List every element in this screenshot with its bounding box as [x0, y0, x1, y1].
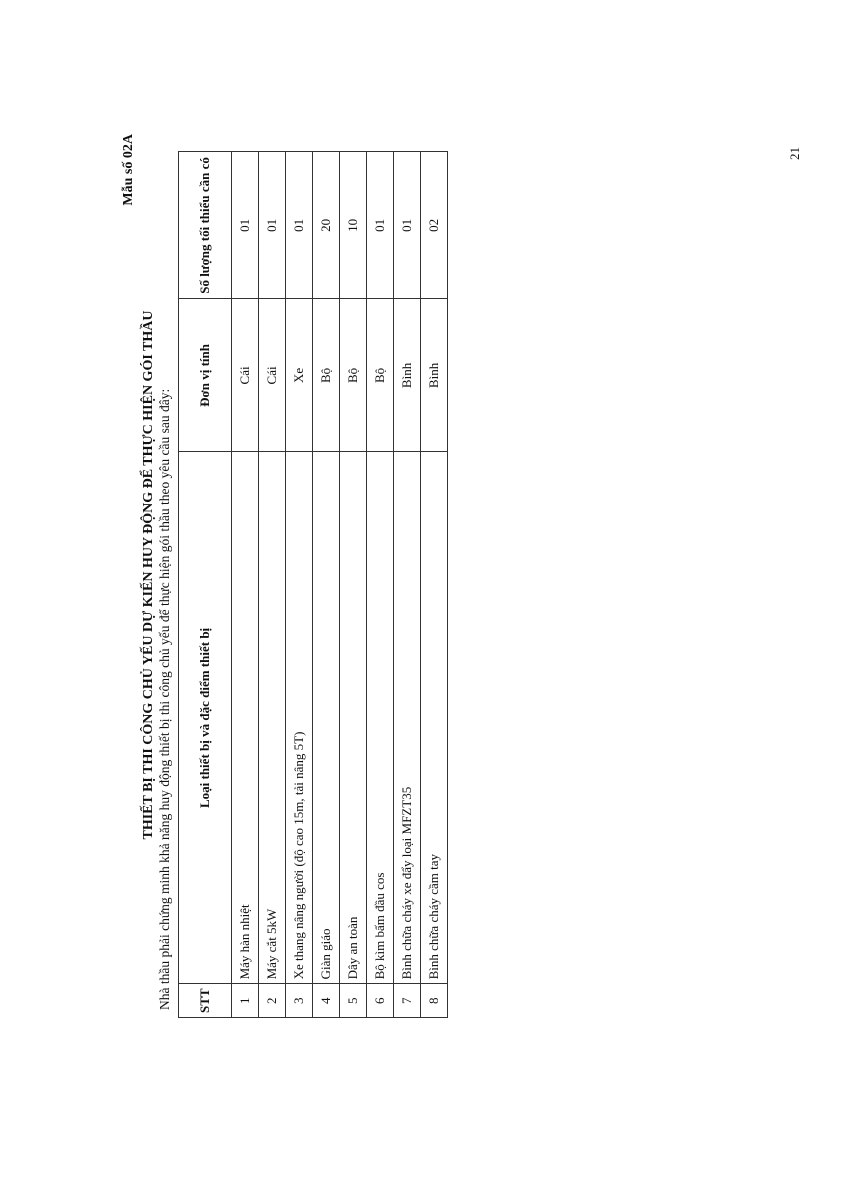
- document-subtitle: Nhà thầu phải chứng minh khả năng huy độ…: [157, 388, 172, 1010]
- cell-quantity: 02: [420, 151, 448, 299]
- table-row: 2 Máy cắt 5kW Cái 01: [258, 151, 286, 1018]
- cell-stt: 5: [339, 983, 367, 1018]
- header-unit: Đơn vị tính: [178, 298, 232, 452]
- cell-quantity: 10: [339, 151, 367, 299]
- form-number: Mẫu số 02A: [121, 134, 136, 206]
- header-equipment: Loại thiết bị và đặc điểm thiết bị: [178, 451, 232, 984]
- cell-unit: Bình: [420, 298, 448, 452]
- cell-unit: Cái: [258, 298, 286, 452]
- cell-stt: 8: [420, 983, 448, 1018]
- page-number: 21: [787, 147, 802, 160]
- cell-unit: Bộ: [312, 298, 340, 452]
- table-header-row: STT Loại thiết bị và đặc điểm thiết bị Đ…: [178, 151, 232, 1018]
- cell-quantity: 20: [312, 151, 340, 299]
- cell-unit: Bộ: [366, 298, 394, 452]
- cell-quantity: 01: [366, 151, 394, 299]
- table-row: 8 Bình chữa cháy cầm tay Bình 02: [420, 151, 448, 1018]
- cell-stt: 1: [231, 983, 259, 1018]
- cell-stt: 6: [366, 983, 394, 1018]
- cell-equipment: Bộ kìm bấm đầu cos: [366, 451, 394, 984]
- cell-stt: 2: [258, 983, 286, 1018]
- cell-quantity: 01: [393, 151, 421, 299]
- cell-stt: 7: [393, 983, 421, 1018]
- table-row: 1 Máy hàn nhiệt Cái 01: [231, 151, 259, 1018]
- cell-unit: Bình: [393, 298, 421, 452]
- cell-equipment: Giàn giáo: [312, 451, 340, 984]
- cell-equipment: Bình chữa cháy cầm tay: [420, 451, 448, 984]
- cell-equipment: Xe thang nâng người (độ cao 15m, tải nân…: [285, 451, 313, 984]
- cell-equipment: Máy cắt 5kW: [258, 451, 286, 984]
- rotated-page-content: Mẫu số 02A THIẾT BỊ THI CÔNG CHỦ YẾU DỰ …: [115, 130, 815, 1020]
- cell-quantity: 01: [231, 151, 259, 299]
- cell-equipment: Bình chữa cháy xe đẩy loại MFZT35: [393, 451, 421, 984]
- cell-unit: Cái: [231, 298, 259, 452]
- cell-unit: Bộ: [339, 298, 367, 452]
- equipment-table: STT Loại thiết bị và đặc điểm thiết bị Đ…: [178, 151, 448, 1018]
- table-row: 4 Giàn giáo Bộ 20: [312, 151, 340, 1018]
- table-row: 3 Xe thang nâng người (độ cao 15m, tải nâ…: [285, 151, 313, 1018]
- cell-stt: 4: [312, 983, 340, 1018]
- header-min-quantity: Số lượng tối thiểu cần có: [178, 151, 232, 299]
- table-row: 7 Bình chữa cháy xe đẩy loại MFZT35 Bình 01: [393, 151, 421, 1018]
- cell-quantity: 01: [285, 151, 313, 299]
- header-stt: STT: [178, 983, 232, 1018]
- cell-equipment: Máy hàn nhiệt: [231, 451, 259, 984]
- cell-equipment: Dây an toàn: [339, 451, 367, 984]
- cell-stt: 3: [285, 983, 313, 1018]
- document-title: THIẾT BỊ THI CÔNG CHỦ YẾU DỰ KIẾN HUY ĐỘ…: [141, 310, 156, 840]
- cell-unit: Xe: [285, 298, 313, 452]
- table-row: 5 Dây an toàn Bộ 10: [339, 151, 367, 1018]
- cell-quantity: 01: [258, 151, 286, 299]
- table-row: 6 Bộ kìm bấm đầu cos Bộ 01: [366, 151, 394, 1018]
